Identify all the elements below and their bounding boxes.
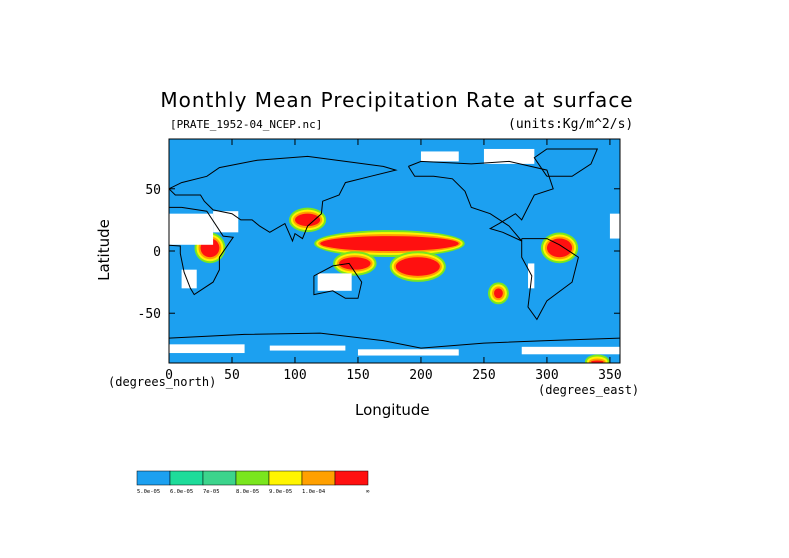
coastline-6: [533, 148, 599, 177]
colorbar-label-6: ∞: [366, 489, 370, 495]
x-tick-label-0: 0: [165, 368, 173, 383]
coastline-4: [313, 262, 363, 299]
colorbar-swatch-3: [235, 470, 270, 486]
x-tick-label-300: 300: [535, 368, 558, 383]
precip-region-0-level-6: [320, 236, 459, 252]
low-precip-area-4: [317, 273, 352, 291]
y-tick-label--50: -50: [138, 307, 161, 322]
low-precip-area-11: [521, 346, 620, 355]
y-tick-label-50: 50: [145, 183, 161, 198]
precip-region-4-level-6: [494, 288, 503, 299]
low-precip-area-0: [169, 213, 214, 245]
chart-source-file: [PRATE_1952-04_NCEP.nc]: [170, 118, 323, 131]
x-tick-label-100: 100: [283, 368, 306, 383]
low-precip-area-10: [357, 349, 459, 356]
colorbar-label-1: 6.0e-05: [170, 489, 193, 495]
colorbar-swatch-2: [202, 470, 237, 486]
y-axis-unit: (degrees_north): [108, 375, 217, 389]
x-tick-label-250: 250: [472, 368, 495, 383]
precip-region-3-level-6: [546, 238, 573, 258]
low-precip-area-6: [483, 148, 535, 164]
colorbar-swatch-0: [136, 470, 171, 486]
x-tick-label-350: 350: [598, 368, 621, 383]
x-axis-label: Longitude: [355, 401, 430, 419]
coastline-3: [521, 238, 579, 321]
coastline-1: [169, 155, 398, 243]
chart-title: Monthly Mean Precipitation Rate at surfa…: [160, 88, 634, 112]
precip-region-6-level-6: [339, 257, 371, 270]
low-precip-area-1: [609, 213, 620, 239]
colorbar-label-5: 1.0e-04: [302, 489, 326, 495]
colorbar-swatch-4: [268, 470, 303, 486]
low-precip-area-7: [528, 263, 535, 289]
precip-region-7-level-6: [591, 360, 604, 363]
low-precip-area-5: [420, 151, 459, 162]
precip-region-5-level-6: [294, 213, 321, 227]
x-tick-label-150: 150: [346, 368, 369, 383]
coastline-5: [169, 332, 620, 349]
coastline-0: [169, 206, 235, 296]
x-tick-label-50: 50: [224, 368, 240, 383]
x-tick-label-200: 200: [409, 368, 432, 383]
colorbar-swatch-6: [334, 470, 369, 486]
low-precip-area-2: [213, 211, 239, 233]
coastline-2: [407, 160, 554, 242]
colorbar-label-2: 7e-05: [203, 489, 220, 495]
colorbar-label-0: 5.0e-05: [137, 489, 160, 495]
colorbar-swatch-5: [301, 470, 336, 486]
precip-region-1-level-6: [395, 257, 440, 276]
chart-units: (units:Kg/m^2/s): [508, 117, 634, 132]
colorbar-label-3: 8.0e-05: [236, 489, 259, 495]
y-tick-label-0: 0: [153, 245, 161, 260]
low-precip-area-9: [269, 345, 346, 351]
x-axis-unit: (degrees_east): [538, 383, 640, 397]
low-precip-area-8: [169, 344, 245, 354]
colorbar-label-4: 9.0e-05: [269, 489, 292, 495]
colorbar-swatch-1: [169, 470, 204, 486]
